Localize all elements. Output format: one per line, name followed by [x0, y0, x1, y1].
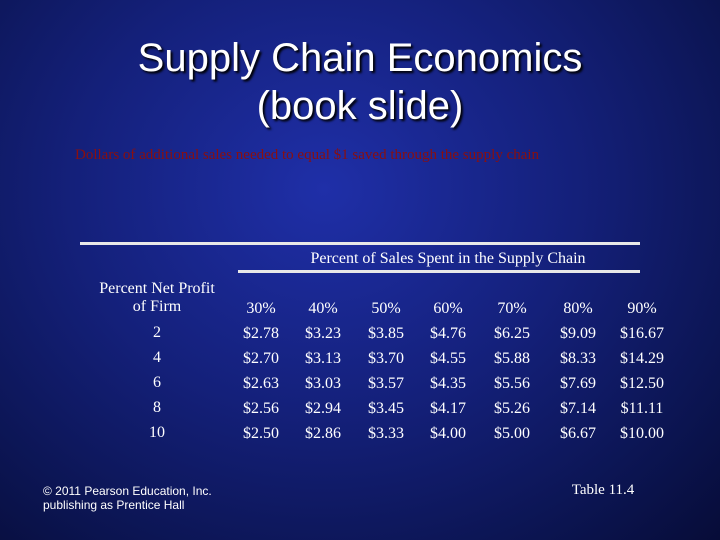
table-cell: $3.23	[305, 325, 341, 342]
table-cell: $4.55	[430, 350, 466, 367]
row-header: Percent Net Profit of Firm	[82, 280, 232, 316]
table-cell: $9.09	[560, 325, 596, 342]
table-cell: $4.35	[430, 375, 466, 392]
column-header: 70%	[497, 300, 527, 317]
slide-subtitle: Dollars of additional sales needed to eq…	[75, 147, 540, 163]
column-70: 70% $6.25 $5.88 $5.56 $5.26 $5.00	[482, 296, 542, 446]
table-cell: $3.85	[368, 325, 404, 342]
profit-column: 2 4 6 8 10	[126, 320, 188, 445]
table-group-header: Percent of Sales Spent in the Supply Cha…	[310, 250, 586, 267]
table-cell: $4.00	[430, 425, 466, 442]
column-40: 40% $3.23 $3.13 $3.03 $2.94 $2.86	[293, 296, 353, 446]
table-cell: $10.00	[620, 425, 664, 442]
row-header-line-1: Percent Net Profit	[99, 280, 215, 297]
table-cell: $3.57	[368, 375, 404, 392]
table-cell: $6.67	[560, 425, 596, 442]
table-cell: $2.78	[243, 325, 279, 342]
column-60: 60% $4.76 $4.55 $4.35 $4.17 $4.00	[418, 296, 478, 446]
column-header: 60%	[433, 300, 463, 317]
table-cell: $2.50	[243, 425, 279, 442]
profit-cell: 8	[153, 399, 161, 416]
title-line-2: (book slide)	[256, 84, 464, 128]
table-cell: $2.56	[243, 400, 279, 417]
table-cell: $2.63	[243, 375, 279, 392]
table-top-rule	[80, 242, 640, 245]
table-cell: $5.88	[494, 350, 530, 367]
table-cell: $2.94	[305, 400, 341, 417]
table-cell: $11.11	[620, 400, 664, 417]
column-50: 50% $3.85 $3.70 $3.57 $3.45 $3.33	[356, 296, 416, 446]
column-header: 80%	[563, 300, 593, 317]
table-cell: $3.33	[368, 425, 404, 442]
table-cell: $3.13	[305, 350, 341, 367]
table-cell: $16.67	[620, 325, 664, 342]
column-80: 80% $9.09 $8.33 $7.69 $7.14 $6.67	[548, 296, 608, 446]
table-cell: $3.45	[368, 400, 404, 417]
column-header: 90%	[627, 300, 657, 317]
column-header: 30%	[246, 300, 276, 317]
table-cell: $4.76	[430, 325, 466, 342]
table-cell: $5.56	[494, 375, 530, 392]
profit-cell: 6	[153, 374, 161, 391]
profit-cell: 2	[153, 324, 161, 341]
table-cell: $5.26	[494, 400, 530, 417]
table-cell: $14.29	[620, 350, 664, 367]
column-30: 30% $2.78 $2.70 $2.63 $2.56 $2.50	[231, 296, 291, 446]
table-cell: $7.69	[560, 375, 596, 392]
title-line-1: Supply Chain Economics	[137, 36, 583, 80]
profit-cell: 4	[153, 349, 161, 366]
profit-cell: 10	[149, 424, 165, 441]
table-cell: $6.25	[494, 325, 530, 342]
table-cell: $5.00	[494, 425, 530, 442]
table-cell: $2.86	[305, 425, 341, 442]
column-90: 90% $16.67 $14.29 $12.50 $11.11 $10.00	[610, 296, 674, 446]
table-cell: $12.50	[620, 375, 664, 392]
table-cell: $2.70	[243, 350, 279, 367]
table-cell: $3.70	[368, 350, 404, 367]
slide-title: Supply Chain Economics (book slide)	[0, 34, 720, 130]
copyright-notice: © 2011 Pearson Education, Inc. publishin…	[43, 484, 212, 512]
table-cell: $7.14	[560, 400, 596, 417]
column-header: 40%	[308, 300, 338, 317]
table-header-rule	[238, 270, 640, 273]
table-cell: $3.03	[305, 375, 341, 392]
table-label: Table 11.4	[571, 482, 635, 498]
table-cell: $4.17	[430, 400, 466, 417]
row-header-line-2: of Firm	[132, 298, 182, 315]
column-header: 50%	[371, 300, 401, 317]
table-cell: $8.33	[560, 350, 596, 367]
